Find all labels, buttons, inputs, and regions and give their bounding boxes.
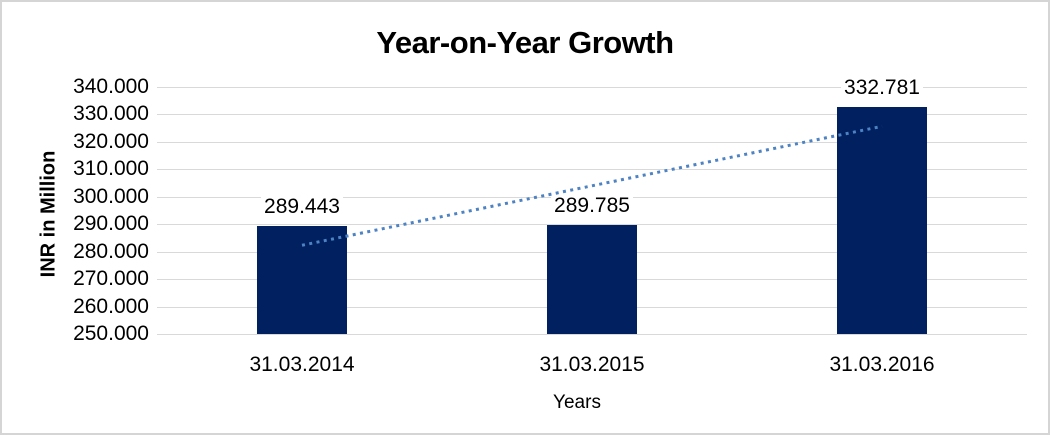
y-tick-label: 340.000 (73, 75, 149, 98)
y-tick-label: 310.000 (73, 157, 149, 181)
y-tick-label: 270.000 (73, 267, 149, 291)
x-tick-label: 31.03.2015 (539, 353, 645, 376)
bar (547, 224, 637, 334)
gridline (157, 114, 1027, 116)
y-tick-label: 320.000 (73, 129, 149, 153)
gridline (157, 334, 1027, 335)
bar (837, 106, 927, 334)
x-axis-title: Years (553, 392, 601, 413)
data-label: 332.781 (841, 76, 923, 99)
gridline (157, 87, 1027, 88)
y-tick-label: 300.000 (73, 184, 149, 208)
x-tick-label: 31.03.2016 (829, 353, 935, 376)
bar (257, 225, 347, 334)
x-tick-label: 31.03.2014 (249, 353, 355, 376)
data-label: 289.785 (551, 194, 633, 217)
y-tick-label: 250.000 (73, 322, 149, 345)
y-tick-label: 290.000 (73, 212, 149, 236)
chart-title: Year-on-Year Growth (376, 25, 674, 60)
y-tick-label: 280.000 (73, 239, 149, 263)
y-tick-label: 260.000 (73, 294, 149, 318)
y-tick-label: 330.000 (73, 102, 149, 126)
data-label: 289.443 (261, 195, 343, 218)
